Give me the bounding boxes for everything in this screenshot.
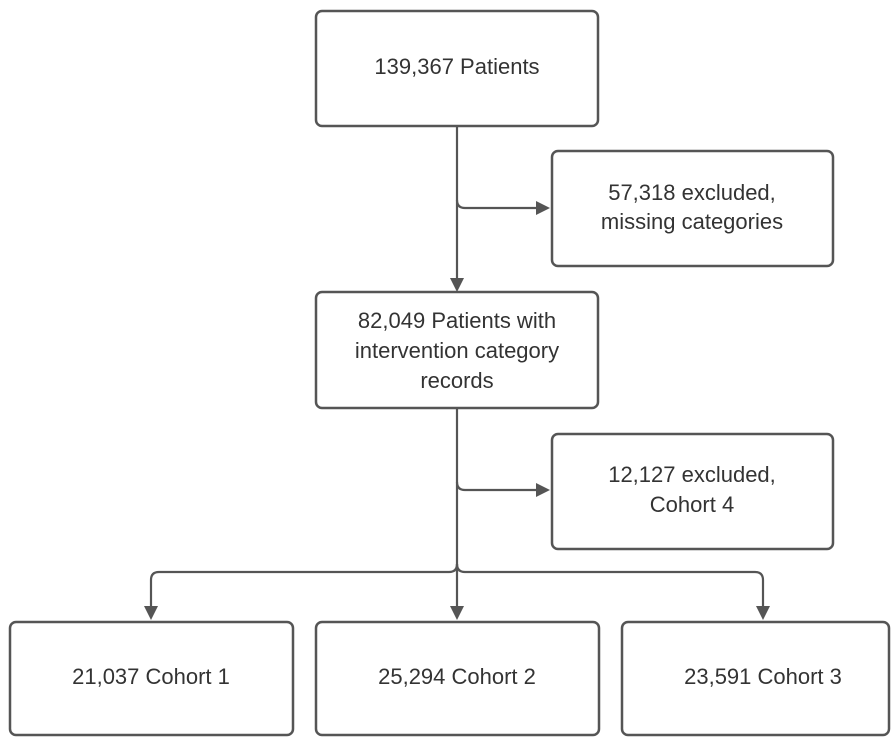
edges [144,126,770,620]
node-label: intervention category [355,338,559,363]
arrowhead [536,483,550,497]
node-label: 25,294 Cohort 2 [378,664,536,689]
node-label: 82,049 Patients with [358,308,556,333]
node-label: 57,318 excluded, [608,180,776,205]
node-box [550,149,835,268]
node-label: 12,127 excluded, [608,462,776,487]
node-box [620,620,891,737]
node-box [314,290,600,410]
edge [455,199,540,210]
arrowhead [450,278,464,292]
arrowhead [536,201,550,215]
node-box [314,620,601,737]
node-label: 23,591 Cohort 3 [684,664,842,689]
arrowhead [144,606,158,620]
edge [455,481,540,492]
arrowhead [756,606,770,620]
nodes: 139,367 Patients 57,318 excluded, missin… [8,9,891,737]
node-label: 21,037 Cohort 1 [72,664,230,689]
node-box [550,432,835,551]
arrowhead [450,606,464,620]
node-box [8,620,295,737]
node-label: missing categories [601,209,783,234]
node-box [314,9,600,128]
node-label: Cohort 4 [650,492,734,517]
node-label: records [420,368,493,393]
node-label: 139,367 Patients [374,54,539,79]
